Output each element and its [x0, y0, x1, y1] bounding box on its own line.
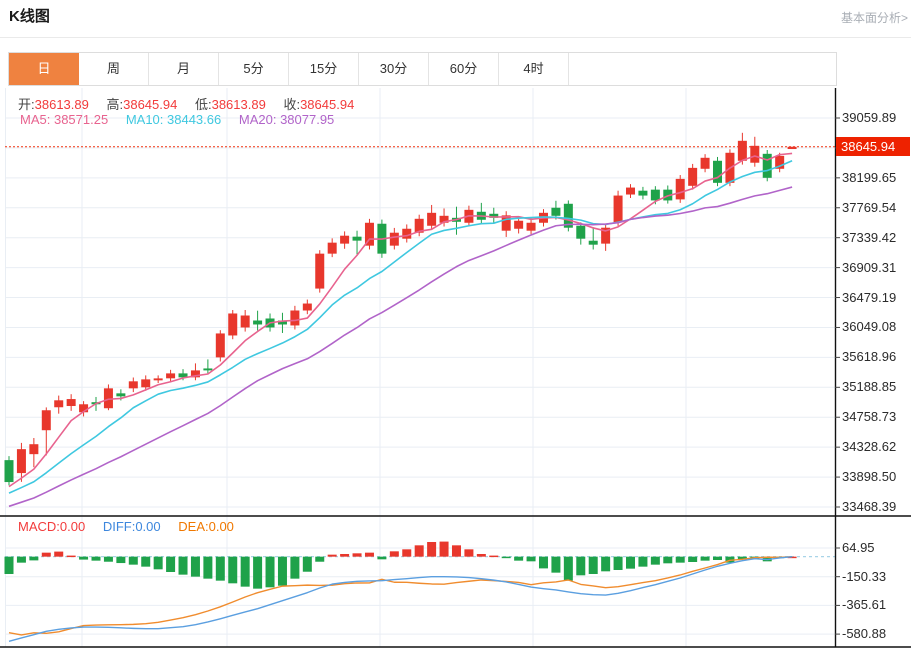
grid-layer — [5, 88, 835, 647]
high-value: 38645.94 — [123, 97, 178, 112]
tab-15min[interactable]: 15分 — [289, 53, 359, 85]
price-axis-label: 34758.73 — [842, 409, 897, 425]
macd-axis-label: -580.88 — [842, 626, 887, 642]
ma10-label: MA10: — [125, 112, 168, 127]
tab-60min[interactable]: 60分 — [429, 53, 499, 85]
axis-layer — [0, 88, 911, 648]
price-axis-label: 36909.31 — [842, 259, 897, 275]
dea-label: DEA: — [178, 519, 209, 534]
price-axis-label: 34328.62 — [842, 439, 897, 455]
dea-line — [8, 555, 793, 636]
current-price-tag: 38645.94 — [836, 137, 910, 156]
close-label: 收: — [283, 97, 301, 112]
macd-histogram-layer — [4, 541, 797, 589]
ma5-value: 38571.25 — [53, 112, 109, 127]
high-label: 高: — [106, 97, 124, 112]
period-tab-bar: 日周月 5分 15分 30分 60分 4时 — [8, 52, 837, 86]
price-axis-label: 35188.85 — [842, 379, 897, 395]
ma-lines-layer — [8, 152, 793, 508]
ma20-value: 38077.95 — [280, 112, 335, 127]
ohlc-readout: 开:38613.89 高:38645.94 低:38613.89 收:38645… — [18, 94, 368, 113]
diff-line — [8, 555, 793, 642]
header-divider — [0, 37, 911, 38]
macd-axis-label: 64.95 — [842, 540, 875, 555]
macd-readout: MACD:0.00 DIFF:0.00 DEA:0.00 — [18, 519, 248, 534]
fundamental-analysis-link[interactable]: 基本面分析> — [840, 11, 908, 25]
ma5-line — [8, 152, 793, 488]
macd-label: MACD: — [18, 519, 60, 534]
tab-4hour[interactable]: 4时 — [499, 53, 569, 85]
price-axis-label: 33898.50 — [842, 469, 897, 485]
ma-readout: MA5: 38571.25 MA10: 38443.66 MA20: 38077… — [20, 112, 348, 127]
low-value: 38613.89 — [211, 97, 266, 112]
price-axis-label: 39059.89 — [842, 110, 897, 125]
tab-week[interactable]: 周 — [79, 53, 149, 85]
ma20-line — [8, 186, 793, 508]
price-axis-label: 35618.96 — [842, 349, 897, 365]
open-label: 开: — [18, 97, 35, 112]
price-axis-label: 37769.54 — [842, 199, 897, 215]
candlestick-layer — [4, 132, 797, 486]
price-axis-label: 38199.65 — [842, 169, 897, 185]
low-label: 低: — [194, 97, 212, 112]
tab-5min[interactable]: 5分 — [219, 53, 289, 85]
tab-day[interactable]: 日 — [9, 53, 79, 85]
tab-month[interactable]: 月 — [149, 53, 219, 85]
price-axis-label: 36049.08 — [842, 319, 897, 335]
ma5-label: MA5: — [20, 112, 54, 127]
diff-value: 0.00 — [135, 519, 161, 534]
macd-lines-layer — [8, 555, 793, 642]
dea-value: 0.00 — [208, 519, 234, 534]
price-axis-label: 33468.39 — [842, 498, 897, 514]
open-value: 38613.89 — [34, 97, 89, 112]
ma20-label: MA20: — [238, 112, 281, 127]
ma10-value: 38443.66 — [167, 112, 222, 127]
macd-value: 0.00 — [59, 519, 86, 534]
ma10-line — [8, 159, 793, 494]
close-value: 38645.94 — [300, 97, 355, 112]
diff-label: DIFF: — [102, 519, 136, 534]
macd-axis-label: -150.33 — [842, 568, 887, 584]
price-axis-label: 37339.42 — [842, 229, 897, 245]
tab-30min[interactable]: 30分 — [359, 53, 429, 85]
macd-axis-label: -365.61 — [842, 597, 887, 613]
price-axis-label: 36479.19 — [842, 289, 897, 305]
page-title: K线图 — [9, 8, 50, 25]
